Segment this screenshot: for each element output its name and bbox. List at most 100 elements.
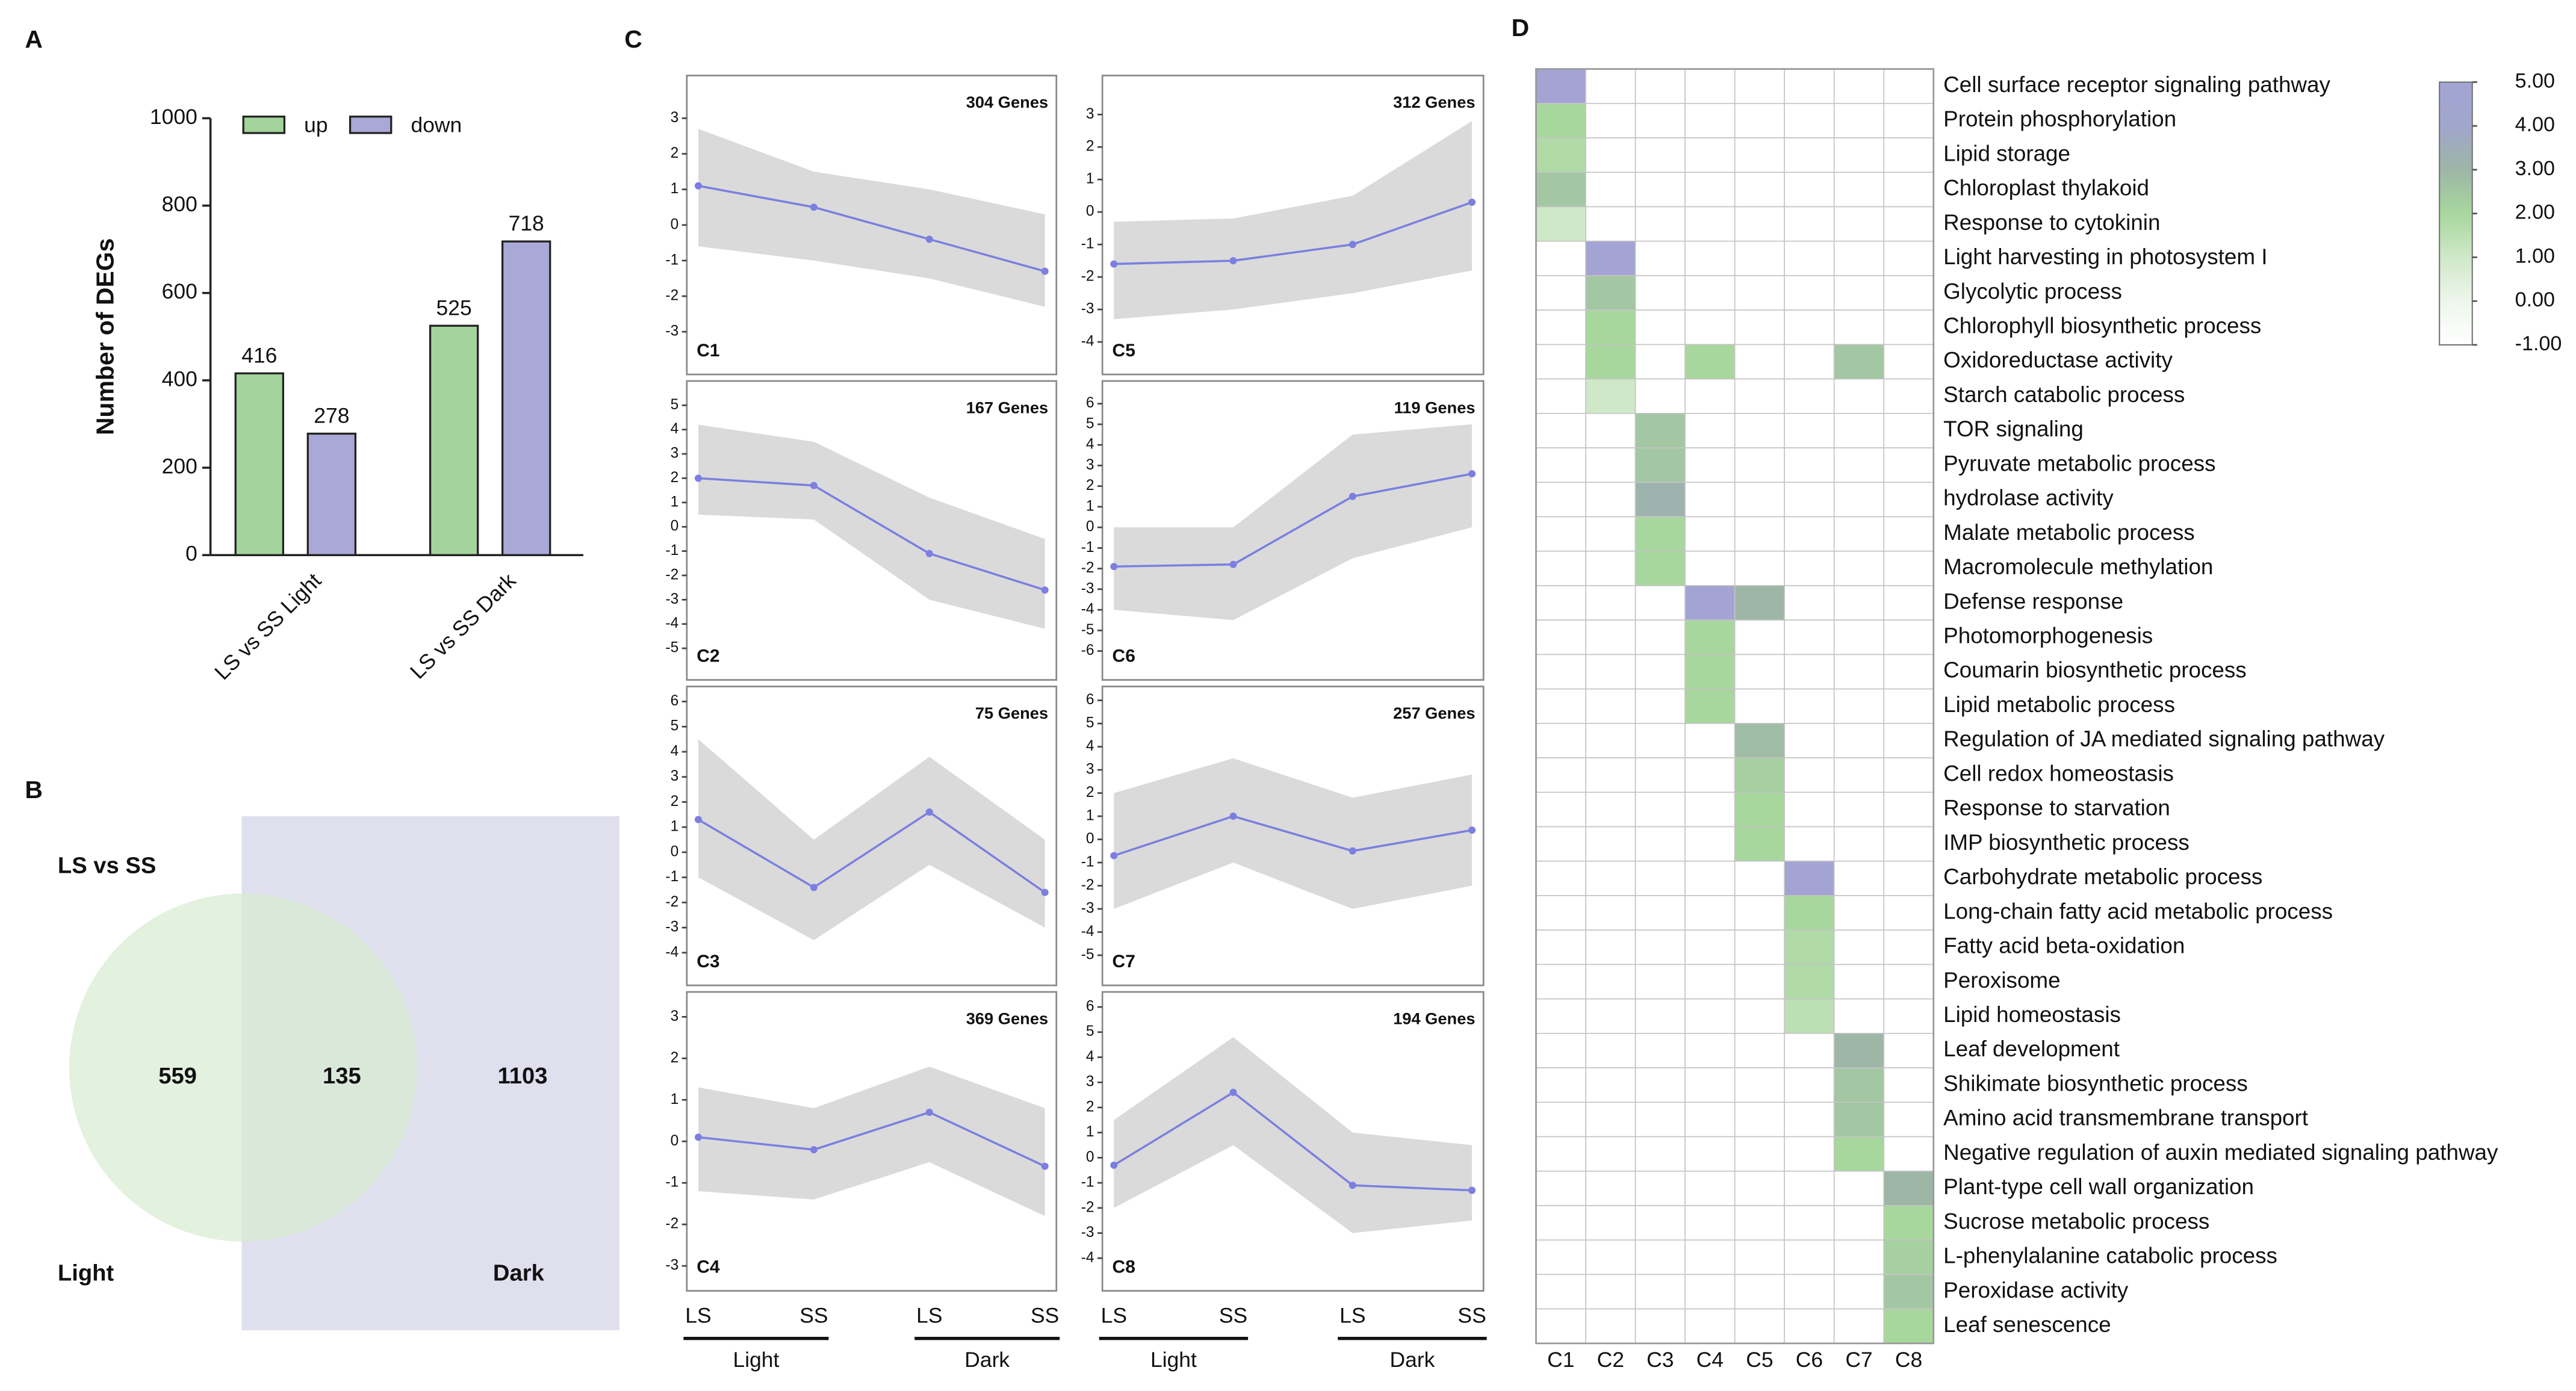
- y-tick-label: 5: [671, 718, 679, 734]
- y-tick-label: -2: [665, 894, 678, 910]
- heatmap-cell: [1684, 137, 1736, 173]
- heatmap-cell: [1535, 1101, 1586, 1138]
- heatmap-cell: [1734, 654, 1785, 690]
- row-label: Fatty acid beta-oxidation: [1943, 934, 2185, 958]
- heatmap-cell: [1883, 68, 1934, 104]
- heatmap-cell: [1634, 1067, 1686, 1103]
- colorbar: [2439, 81, 2473, 346]
- row-label: Sucrose metabolic process: [1943, 1209, 2209, 1233]
- mean-point: [1468, 470, 1476, 478]
- group-label: Dark: [1390, 1348, 1435, 1372]
- mean-point: [1229, 1088, 1237, 1096]
- heatmap-cell: [1535, 585, 1586, 621]
- heatmap-cell: [1883, 1205, 1934, 1241]
- heatmap-cell: [1784, 1067, 1835, 1103]
- heatmap-cell: [1833, 860, 1885, 896]
- heatmap-cell: [1883, 344, 1934, 380]
- heatmap-cell: [1734, 998, 1785, 1034]
- panel-label: B: [25, 776, 43, 804]
- y-tick-label: 1: [671, 494, 679, 510]
- y-tick-label: 0: [671, 216, 679, 232]
- row-label: Pyruvate metabolic process: [1943, 451, 2215, 476]
- heatmap-cell: [1734, 206, 1785, 242]
- heatmap-cell: [1883, 654, 1934, 690]
- heatmap-cell: [1883, 929, 1934, 965]
- heatmap-cell: [1585, 895, 1636, 931]
- y-tick-label: -1: [1081, 1174, 1094, 1191]
- heatmap-cell: [1784, 240, 1835, 276]
- heatmap-cell: [1684, 482, 1736, 518]
- heatmap-cell: [1734, 172, 1785, 208]
- heatmap-cell: [1734, 1239, 1785, 1275]
- mean-line: [698, 1111, 1046, 1168]
- y-tick-label: 200: [162, 454, 197, 478]
- heatmap-cell: [1784, 413, 1835, 448]
- row-label: Photomorphogenesis: [1943, 624, 2153, 648]
- y-tick-label: 4: [671, 421, 679, 437]
- y-tick-label: 6: [1086, 999, 1094, 1015]
- heatmap-cell: [1535, 998, 1586, 1034]
- y-tick-label: -3: [1081, 900, 1094, 917]
- heatmap-cell: [1734, 1274, 1785, 1310]
- y-tick-label: -1: [665, 252, 678, 268]
- y-tick-label: 3: [1086, 761, 1094, 778]
- heatmap-cell: [1833, 172, 1885, 208]
- gene-count: 369 Genes: [966, 1009, 1048, 1028]
- heatmap-cell: [1535, 103, 1586, 138]
- heatmap-cell: [1684, 344, 1736, 380]
- y-tick-label: 2: [1086, 477, 1094, 494]
- heatmap-cell: [1784, 654, 1835, 690]
- set-region: [69, 893, 418, 1242]
- heatmap-cell: [1585, 998, 1636, 1034]
- heatmap-cell: [1585, 619, 1636, 655]
- gene-envelope: [698, 1067, 1045, 1216]
- heatmap-cell: [1585, 723, 1636, 758]
- heatmap-cell: [1535, 929, 1586, 965]
- heatmap-cell: [1535, 1136, 1586, 1172]
- mean-point: [810, 203, 818, 211]
- heatmap-cell: [1684, 68, 1736, 104]
- heatmap-cell: [1784, 723, 1835, 758]
- heatmap-cell: [1634, 1205, 1686, 1241]
- heatmap-cell: [1634, 378, 1686, 414]
- heatmap-cell: [1684, 792, 1736, 828]
- heatmap-cell: [1634, 895, 1686, 931]
- heatmap-cell: [1833, 723, 1885, 758]
- y-tick-label: 3: [671, 110, 679, 126]
- heatmap-cell: [1634, 1274, 1686, 1310]
- heatmap-cell: [1585, 1136, 1636, 1172]
- y-tick-label: 2: [1086, 138, 1094, 155]
- heatmap-cell: [1684, 723, 1736, 758]
- heatmap-cell: [1684, 275, 1736, 311]
- heatmap-cell: [1684, 654, 1736, 690]
- heatmap-cell: [1734, 929, 1785, 965]
- heatmap-cell: [1833, 309, 1885, 345]
- heatmap-cell: [1585, 137, 1636, 173]
- heatmap-cell: [1833, 826, 1885, 862]
- y-tick-label: 3: [1086, 106, 1094, 122]
- heatmap-cell: [1833, 344, 1885, 380]
- value-label: 416: [241, 343, 277, 367]
- x-tick-label: LS: [916, 1304, 942, 1328]
- mean-point: [1110, 563, 1118, 571]
- mean-point: [694, 474, 702, 482]
- mean-point: [1349, 1182, 1356, 1189]
- heatmap-cell: [1833, 1033, 1885, 1068]
- heatmap-cell: [1585, 550, 1636, 586]
- y-tick-label: -3: [665, 591, 678, 607]
- y-axis-label: Number of DEGs: [92, 238, 119, 435]
- heatmap-cell: [1535, 378, 1586, 414]
- mean-point: [925, 808, 933, 816]
- heatmap-cell: [1833, 275, 1885, 311]
- column-label: C7: [1845, 1348, 1872, 1372]
- heatmap-cell: [1535, 1239, 1586, 1275]
- y-tick-label: 1: [1086, 808, 1094, 824]
- heatmap-cell: [1585, 172, 1636, 208]
- heatmap-cell: [1784, 275, 1835, 311]
- heatmap-cell: [1684, 757, 1736, 793]
- colorbar-label: 1.00: [2515, 244, 2555, 267]
- colorbar-label: 0.00: [2515, 288, 2555, 311]
- heatmap-cell: [1784, 998, 1835, 1034]
- heatmap-cell: [1734, 723, 1785, 758]
- y-tick-label: 5: [1086, 1023, 1094, 1039]
